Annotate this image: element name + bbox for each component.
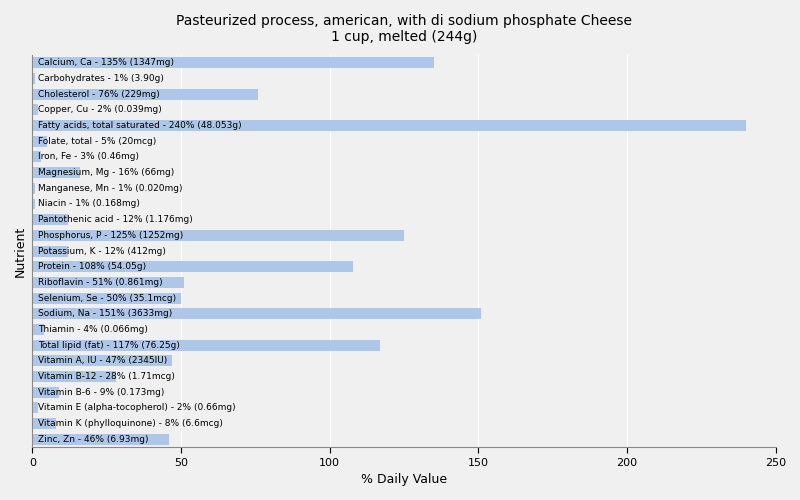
Text: Iron, Fe - 3% (0.46mg): Iron, Fe - 3% (0.46mg) [38, 152, 139, 162]
Bar [33, 402, 38, 413]
Bar [33, 167, 80, 178]
Text: Potassium, K - 12% (412mg): Potassium, K - 12% (412mg) [38, 246, 166, 256]
Bar [33, 386, 59, 398]
Text: Cholesterol - 76% (229mg): Cholesterol - 76% (229mg) [38, 90, 160, 98]
Bar [33, 418, 56, 429]
Bar [33, 120, 746, 131]
Text: Fatty acids, total saturated - 240% (48.053g): Fatty acids, total saturated - 240% (48.… [38, 121, 242, 130]
Text: Riboflavin - 51% (0.861mg): Riboflavin - 51% (0.861mg) [38, 278, 163, 287]
Bar [33, 230, 404, 241]
Text: Phosphorus, P - 125% (1252mg): Phosphorus, P - 125% (1252mg) [38, 231, 184, 240]
Bar [33, 292, 181, 304]
Bar [33, 198, 35, 209]
Text: Vitamin K (phylloquinone) - 8% (6.6mcg): Vitamin K (phylloquinone) - 8% (6.6mcg) [38, 419, 223, 428]
Bar [33, 324, 44, 335]
Text: Zinc, Zn - 46% (6.93mg): Zinc, Zn - 46% (6.93mg) [38, 435, 149, 444]
Bar [33, 340, 380, 350]
Bar [33, 88, 258, 100]
Bar [33, 136, 47, 146]
Bar [33, 58, 434, 68]
X-axis label: % Daily Value: % Daily Value [361, 473, 447, 486]
Bar [33, 246, 68, 256]
Bar [33, 73, 35, 84]
Text: Protein - 108% (54.05g): Protein - 108% (54.05g) [38, 262, 146, 271]
Text: Magnesium, Mg - 16% (66mg): Magnesium, Mg - 16% (66mg) [38, 168, 174, 177]
Bar [33, 104, 38, 116]
Text: Vitamin A, IU - 47% (2345IU): Vitamin A, IU - 47% (2345IU) [38, 356, 168, 366]
Bar [33, 371, 116, 382]
Bar [33, 356, 172, 366]
Y-axis label: Nutrient: Nutrient [14, 226, 27, 276]
Text: Sodium, Na - 151% (3633mg): Sodium, Na - 151% (3633mg) [38, 310, 173, 318]
Title: Pasteurized process, american, with di sodium phosphate Cheese
1 cup, melted (24: Pasteurized process, american, with di s… [176, 14, 632, 44]
Bar [33, 152, 42, 162]
Bar [33, 277, 184, 288]
Text: Carbohydrates - 1% (3.90g): Carbohydrates - 1% (3.90g) [38, 74, 164, 83]
Text: Pantothenic acid - 12% (1.176mg): Pantothenic acid - 12% (1.176mg) [38, 215, 193, 224]
Bar [33, 308, 482, 320]
Text: Selenium, Se - 50% (35.1mcg): Selenium, Se - 50% (35.1mcg) [38, 294, 177, 302]
Bar [33, 434, 169, 445]
Text: Calcium, Ca - 135% (1347mg): Calcium, Ca - 135% (1347mg) [38, 58, 174, 68]
Text: Vitamin B-6 - 9% (0.173mg): Vitamin B-6 - 9% (0.173mg) [38, 388, 165, 396]
Text: Niacin - 1% (0.168mg): Niacin - 1% (0.168mg) [38, 200, 140, 208]
Bar [33, 262, 354, 272]
Bar [33, 214, 68, 225]
Text: Manganese, Mn - 1% (0.020mg): Manganese, Mn - 1% (0.020mg) [38, 184, 183, 193]
Bar [33, 183, 35, 194]
Text: Copper, Cu - 2% (0.039mg): Copper, Cu - 2% (0.039mg) [38, 106, 162, 114]
Text: Vitamin E (alpha-tocopherol) - 2% (0.66mg): Vitamin E (alpha-tocopherol) - 2% (0.66m… [38, 404, 236, 412]
Text: Vitamin B-12 - 28% (1.71mcg): Vitamin B-12 - 28% (1.71mcg) [38, 372, 175, 381]
Text: Thiamin - 4% (0.066mg): Thiamin - 4% (0.066mg) [38, 325, 148, 334]
Text: Folate, total - 5% (20mcg): Folate, total - 5% (20mcg) [38, 137, 157, 146]
Text: Total lipid (fat) - 117% (76.25g): Total lipid (fat) - 117% (76.25g) [38, 340, 180, 349]
